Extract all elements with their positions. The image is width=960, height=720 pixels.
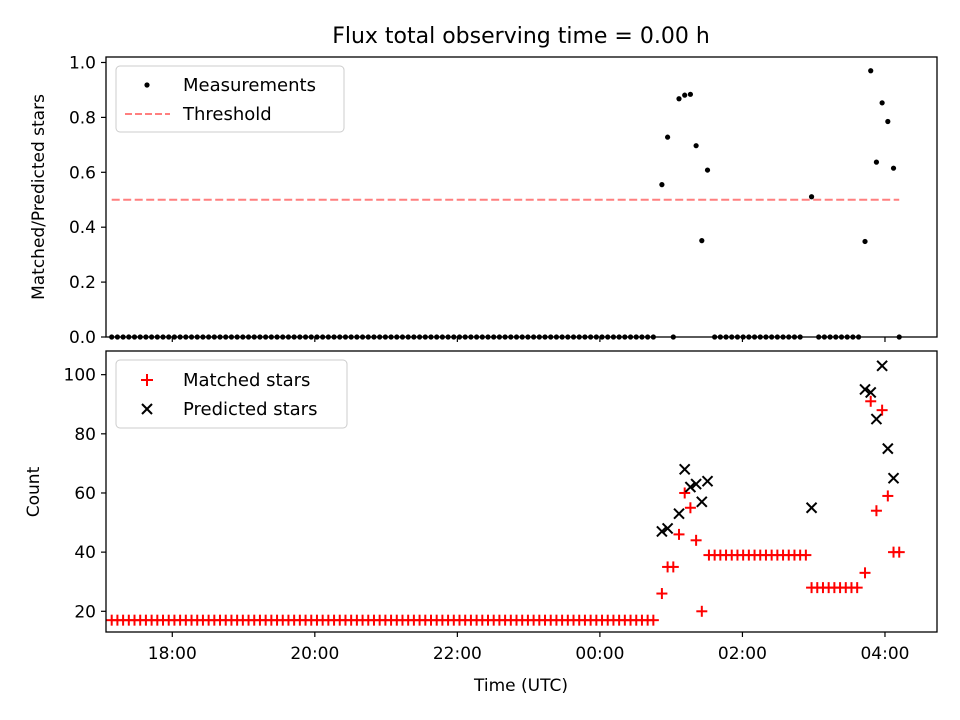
x-tick-label: 20:00 [290, 644, 339, 664]
matched-star-point [667, 561, 679, 573]
top-panel: 0.0 0.2 0.4 0.6 0.8 1.0 Matched/Predicted sta… [29, 53, 938, 348]
top-y-tick-label: 0.8 [69, 108, 96, 128]
measurement-point [879, 100, 885, 106]
predicted-star-point [805, 502, 818, 514]
matched-star-point [679, 487, 691, 499]
top-y-tick-label: 0.6 [69, 163, 96, 183]
matched-star-point [684, 502, 696, 514]
matched-star-point [647, 614, 659, 626]
top-y-tick-label: 0.0 [69, 328, 96, 348]
measurement-point [699, 238, 705, 244]
measurement-point [868, 68, 874, 74]
predicted-star-point [701, 475, 714, 487]
chart-title: Flux total observing time = 0.00 h [332, 24, 710, 49]
bottom-y-ticks: 20 40 60 80 100 [64, 366, 106, 622]
matched-star-point [690, 534, 702, 546]
measurement-point [665, 134, 671, 140]
bottom-legend-box [115, 359, 348, 429]
predicted-star-point [882, 442, 894, 455]
top-y-axis-label: Matched/Predicted stars [29, 94, 49, 300]
predicted-star-point [690, 478, 702, 490]
predicted-star-point [696, 496, 708, 508]
legend-measurements-marker [144, 82, 150, 88]
top-y-tick-label: 0.2 [69, 273, 96, 293]
measurement-point [682, 92, 688, 98]
measurement-point [693, 143, 699, 149]
matched-star-point [893, 546, 905, 558]
bottom-panel: 20 40 60 80 100 18:00 20:00 22:00 00:00 02:00 04:… [24, 350, 938, 696]
bottom-axes-frame [105, 350, 938, 633]
predicted-star-point [876, 360, 888, 372]
predicted-star-point [865, 386, 877, 399]
legend-matched-label: Matched stars [183, 370, 310, 391]
bottom-y-tick-label: 100 [64, 366, 96, 386]
bottom-legend: Matched stars Predicted stars [115, 359, 348, 429]
bottom-y-tick-label: 40 [74, 543, 96, 563]
bottom-marks [106, 360, 905, 626]
measurement-point [704, 167, 711, 173]
top-x-ticks [171, 337, 886, 342]
x-tick-label: 18:00 [148, 644, 197, 664]
top-legend: Measurements Threshold [115, 65, 345, 133]
top-y-tick-label: 1.0 [69, 53, 96, 73]
matched-star-point [696, 605, 708, 617]
measurement-point [873, 159, 880, 165]
predicted-star-point [656, 525, 668, 538]
top-legend-box [115, 65, 345, 133]
predicted-star-point [684, 481, 697, 493]
measurement-point [885, 118, 891, 125]
legend-predicted-label: Predicted stars [183, 399, 317, 420]
predicted-star-point [661, 522, 674, 535]
top-axes-frame [105, 56, 938, 338]
matched-star-point [865, 395, 877, 407]
matched-star-point [859, 567, 871, 579]
measurement-point [862, 238, 868, 245]
bottom-y-tick-label: 20 [74, 602, 96, 622]
matched-star-point [851, 582, 863, 594]
matched-star-point [656, 588, 668, 600]
bottom-y-tick-label: 80 [74, 425, 96, 445]
x-tick-label: 22:00 [433, 644, 482, 664]
predicted-star-point [887, 472, 900, 484]
bottom-y-axis-label: Count [24, 466, 44, 517]
matched-star-point [882, 490, 894, 502]
top-y-ticks: 0.0 0.2 0.4 0.6 0.8 1.0 [69, 53, 106, 348]
legend-predicted-marker [141, 403, 153, 415]
bottom-x-ticks: 18:00 20:00 22:00 00:00 02:00 04:00 [148, 632, 909, 664]
matched-star-point [870, 505, 882, 517]
matched-star-point [876, 404, 888, 416]
top-y-tick-label: 0.4 [69, 218, 96, 238]
measurement-point [659, 182, 665, 188]
x-tick-label: 00:00 [575, 644, 624, 664]
x-tick-label: 04:00 [860, 644, 909, 664]
legend-measurements-label: Measurements [183, 75, 316, 96]
measurement-point [808, 194, 815, 200]
matched-star-point [800, 549, 812, 561]
predicted-star-point [859, 383, 871, 396]
bottom-y-tick-label: 60 [74, 484, 96, 504]
x-tick-label: 02:00 [718, 644, 767, 664]
legend-threshold-label: Threshold [182, 104, 272, 125]
matched-star-point [673, 528, 685, 540]
measurement-point [890, 165, 897, 171]
measurement-point [687, 91, 694, 97]
predicted-star-point [678, 463, 691, 476]
predicted-star-point [673, 507, 685, 520]
legend-matched-marker [141, 374, 153, 386]
predicted-star-point [870, 413, 883, 425]
measurement-point [676, 96, 682, 102]
x-axis-label: Time (UTC) [473, 676, 568, 696]
